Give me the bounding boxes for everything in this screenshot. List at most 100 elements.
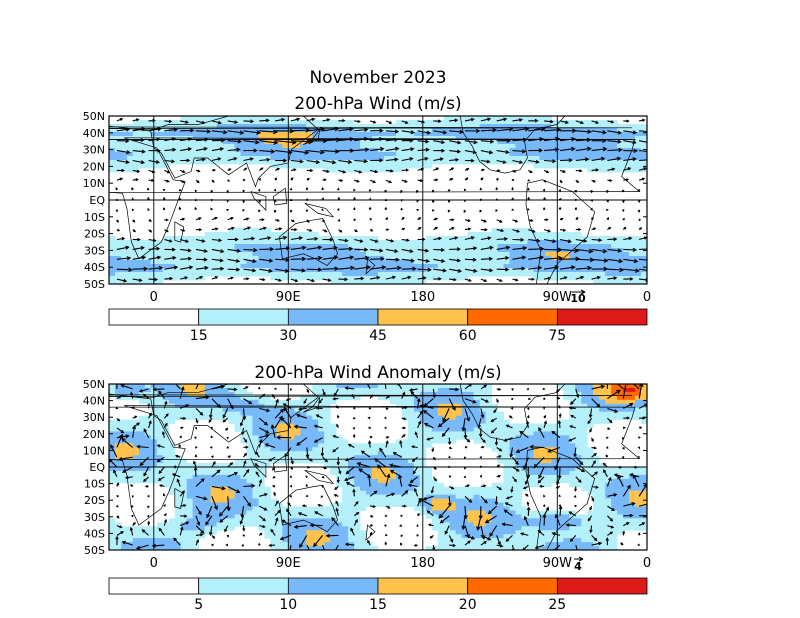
shade-cell — [330, 124, 337, 129]
shade-cell — [204, 467, 212, 472]
shade-cell — [641, 124, 647, 129]
shade-cell — [479, 152, 486, 157]
shade-cell — [437, 427, 445, 432]
shade-cell — [300, 260, 307, 265]
shade-cell — [587, 156, 594, 161]
shade-cell — [336, 264, 343, 269]
shade-cell — [114, 140, 122, 145]
shade-cell — [443, 136, 451, 141]
shade-cell — [431, 268, 439, 273]
shade-cell — [395, 256, 403, 261]
shade-cell — [156, 260, 164, 265]
shade-cell — [144, 546, 152, 550]
shade-cell — [629, 240, 636, 245]
shade-cell — [378, 490, 385, 496]
shade-cell — [360, 387, 367, 393]
shade-cell — [587, 244, 594, 249]
shade-cell — [114, 526, 122, 531]
wind-arrowhead — [622, 217, 625, 221]
shade-cell — [204, 502, 212, 507]
shade-cell — [413, 423, 421, 428]
wind-arrow — [607, 268, 624, 271]
shade-cell — [569, 236, 576, 241]
shade-cell — [539, 144, 546, 149]
shade-cell — [276, 427, 283, 432]
shade-cell — [383, 132, 391, 137]
shade-cell — [240, 395, 247, 401]
shade-cell — [216, 236, 223, 241]
shade-cell — [330, 144, 337, 149]
wind-arrow — [449, 140, 461, 144]
wind-arrowhead — [603, 258, 609, 263]
wind-arrow — [623, 167, 631, 171]
shade-cell — [228, 510, 235, 515]
shade-cell — [497, 140, 504, 145]
panel-wind: 200-hPa Wind (m/s) 50N40N30N20N10NEQ10S2… — [83, 94, 651, 344]
shade-cell — [557, 260, 564, 265]
shade-cell — [204, 152, 212, 157]
shade-cell — [354, 391, 361, 397]
shade-cell — [641, 136, 647, 141]
shade-cell — [132, 152, 140, 157]
shade-cell — [270, 244, 277, 249]
shade-cell — [348, 152, 355, 157]
shade-cell — [114, 459, 122, 464]
shade-cell — [635, 136, 642, 141]
shade-cell — [210, 467, 217, 472]
shade-cell — [395, 268, 403, 273]
shade-cell — [168, 542, 176, 547]
wind-arrowhead — [521, 266, 526, 271]
shade-cell — [611, 156, 618, 161]
wind-arrow — [132, 268, 148, 270]
wind-arrow — [243, 248, 257, 251]
shade-cell — [342, 120, 349, 125]
shade-cell — [306, 447, 313, 452]
wind-arrowhead — [349, 136, 355, 142]
wind-arrowhead — [539, 246, 545, 252]
wind-arrowhead — [558, 189, 562, 192]
shade-cell — [330, 164, 337, 169]
shade-cell — [443, 120, 451, 125]
shade-cell — [294, 244, 301, 249]
shade-cell — [330, 148, 337, 153]
shade-cell — [354, 474, 361, 480]
shade-cell — [491, 140, 498, 145]
shade-cell — [354, 132, 361, 137]
shade-cell — [378, 264, 385, 269]
shade-cell — [264, 252, 271, 257]
shade-cell — [132, 156, 140, 161]
shade-cell — [222, 399, 229, 405]
wind-arrow — [575, 238, 587, 242]
shade-cell — [216, 132, 223, 137]
wind-arrowhead — [182, 217, 186, 221]
shade-cell — [336, 447, 343, 452]
shade-cell — [246, 470, 253, 476]
shade-cell — [372, 486, 379, 492]
shade-cell — [467, 260, 475, 265]
shade-cell — [318, 459, 325, 464]
shade-cell — [276, 538, 283, 543]
wind-arrowhead — [235, 258, 241, 263]
shade-cell — [318, 132, 325, 137]
shade-cell — [258, 260, 265, 265]
wind-arrowhead — [479, 187, 483, 191]
shade-cell — [114, 244, 122, 249]
shade-cell — [324, 546, 331, 550]
shade-cell — [276, 232, 283, 237]
shade-cell — [306, 546, 313, 550]
shade-cell — [401, 443, 409, 448]
shade-cell — [425, 439, 433, 444]
shade-cell — [144, 387, 152, 393]
shade-cell — [132, 470, 140, 476]
wind-arrowhead — [432, 189, 435, 193]
shade-cell — [210, 236, 217, 241]
shade-cell — [234, 470, 241, 476]
shade-cell — [354, 264, 361, 269]
shade-cell — [156, 451, 164, 456]
wind-arrow — [132, 159, 145, 164]
shade-cell — [431, 384, 439, 389]
wind-arrowhead — [186, 158, 191, 163]
wind-arrowhead — [496, 177, 499, 181]
shade-cell — [186, 467, 194, 472]
